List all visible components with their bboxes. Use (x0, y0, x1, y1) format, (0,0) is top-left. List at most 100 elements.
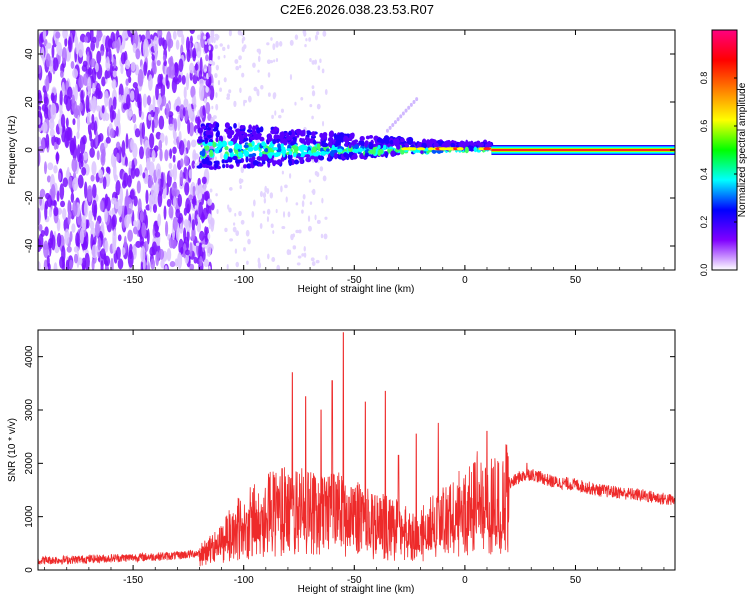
spectrogram-cell (127, 138, 131, 149)
spectrogram-cell (198, 195, 201, 200)
spectrogram-cell (69, 231, 73, 243)
spectrogram-cell (233, 100, 237, 107)
spectrogram-cell (70, 192, 75, 203)
spectrogram-cell (142, 40, 148, 59)
spectrogram-cell (56, 41, 62, 56)
spectrogram-cell (223, 54, 226, 59)
spectrogram-cell (205, 86, 209, 93)
spectrogram-cell (251, 153, 257, 157)
spectrogram-cell (142, 93, 148, 108)
spectrogram-cell (104, 196, 111, 212)
spectrogram-cell (232, 155, 238, 161)
spectrogram-cell (385, 128, 389, 133)
spectrogram-cell (287, 153, 293, 160)
spectrogram-cell (124, 214, 130, 229)
spectrogram-cell (228, 30, 232, 37)
colorbar-label: Normalized spectral amplitude (737, 82, 748, 217)
spectrogram-cell (142, 172, 146, 179)
spectrogram-cell (70, 60, 75, 69)
spectrogram-cell (241, 72, 245, 78)
spectrogram-cell (75, 36, 79, 55)
spectrogram-cell (271, 114, 274, 120)
spectrogram-cell (39, 194, 43, 206)
spectrogram-cell (91, 113, 95, 124)
spectrogram-cell (205, 164, 210, 169)
spectrogram-cell (118, 94, 122, 103)
spectrogram-cell (188, 194, 193, 201)
spectrogram-cell (314, 214, 317, 221)
chart-title: C2E6.2026.038.23.53.R07 (280, 2, 434, 17)
spectrogram-cell (81, 64, 88, 72)
spectrogram-cell (71, 223, 76, 233)
spectrogram-cell (292, 245, 297, 250)
spectrogram-cell (196, 257, 200, 265)
spectrogram-cell (132, 42, 137, 54)
spectrogram-cell (254, 144, 259, 149)
spectrogram-cell (190, 85, 196, 99)
spectrogram-cell (266, 216, 270, 223)
spectrogram-cell (69, 137, 76, 153)
spectrogram-cell (112, 41, 118, 49)
spectrogram-cell (300, 96, 304, 101)
spectrogram-cell (319, 58, 322, 64)
spectrogram-cell (185, 249, 191, 256)
spectrogram-cell (396, 144, 401, 150)
spectrogram-cell (89, 147, 95, 158)
spectrogram-cell (311, 90, 316, 97)
spectrogram-cell (84, 252, 90, 270)
spectrogram-cell (53, 165, 58, 174)
spectrogram-cell (45, 42, 52, 49)
spectrogram-cell (204, 137, 209, 144)
spectrogram-cell (324, 216, 328, 220)
spectrogram-cell (272, 92, 276, 100)
spectrogram-cell (194, 190, 198, 196)
spectrogram-cell (38, 149, 41, 167)
spectrogram-cell (204, 226, 208, 236)
spectrogram-cell (216, 208, 219, 214)
spectrogram-cell (279, 137, 285, 144)
spectrogram-cell (246, 260, 249, 265)
spectrogram-cell (235, 230, 240, 237)
spectrogram-cell (238, 134, 245, 141)
spectrogram-cell (46, 175, 51, 183)
spectrogram-cell (82, 73, 89, 86)
snr-y-tick-label: 4000 (24, 345, 35, 368)
spectrogram-cell (210, 202, 215, 211)
spectrogram-cell (151, 241, 158, 256)
spectrogram-cell (91, 258, 95, 270)
spectrogram-cell (261, 141, 266, 147)
spectrogram-cell (83, 199, 89, 218)
spectrogram-cell (399, 114, 403, 119)
spectrogram-cell (145, 215, 149, 229)
spectrogram-cell (399, 138, 405, 143)
spectrogram-cell (126, 207, 132, 215)
spectrogram-cell (152, 64, 157, 75)
spectrogram-cell (208, 223, 211, 229)
spectrogram-cell (219, 43, 223, 47)
spectrogram-cell (227, 44, 230, 50)
spectrogram-cell (38, 117, 41, 125)
spectrogram-cell (258, 48, 261, 55)
spectrogram-cell (92, 36, 97, 44)
spectrogram-cell (101, 76, 106, 87)
spectrogram-cell (120, 52, 126, 65)
spectrogram-cell (394, 138, 400, 145)
spectrogram-cell (109, 61, 113, 79)
spectrogram-cell (288, 130, 292, 136)
spectrogram-cell (156, 60, 161, 67)
spectrogram-cell (315, 259, 320, 264)
spectrogram-cell (276, 264, 281, 270)
snr-x-ticks: -150 -100 -50 0 50 (44, 330, 665, 586)
spectrogram-cell (96, 105, 101, 112)
spectrogram-cell (136, 219, 141, 231)
spectrogram-cell (196, 220, 202, 233)
spectrogram-cell (280, 131, 285, 139)
spectrogram-cell (257, 261, 262, 269)
spectrogram-cell (59, 70, 64, 78)
spectrogram-cell (379, 139, 386, 144)
spectrogram-cell (223, 77, 227, 83)
spectrogram-cell (306, 131, 313, 136)
spectrogram-cell (41, 137, 46, 153)
spectrogram-cell (199, 256, 203, 267)
spectrogram-y-tick-label: -20 (24, 190, 35, 205)
